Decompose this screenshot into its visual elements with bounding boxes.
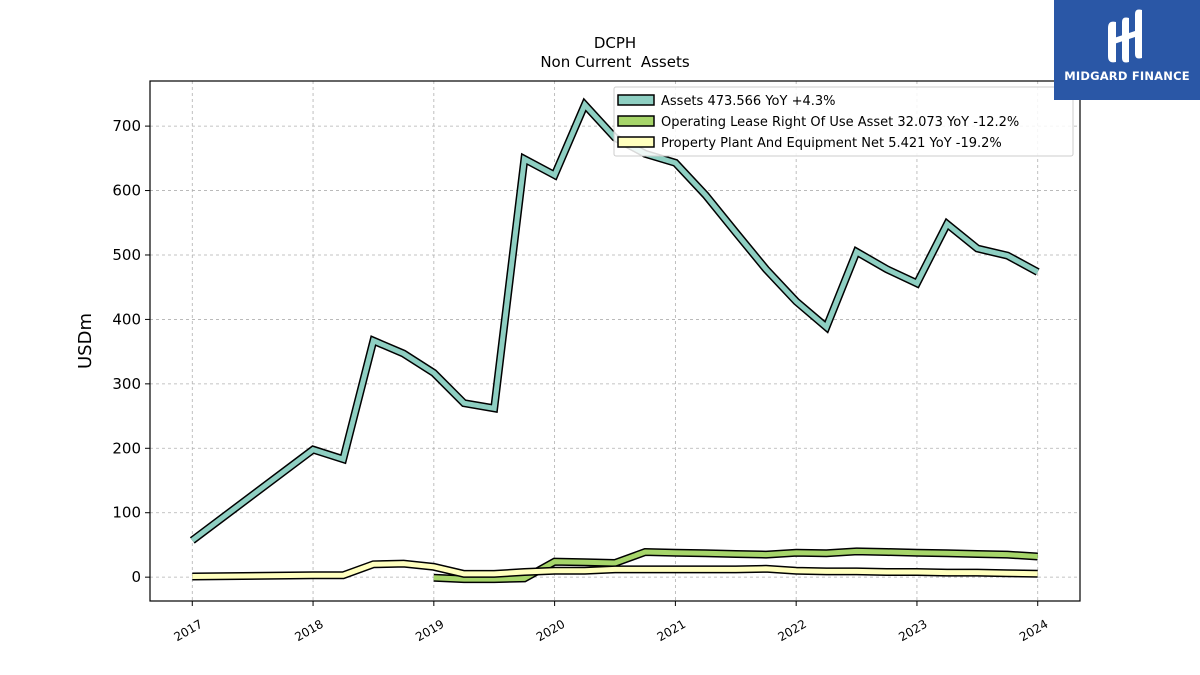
legend-box bbox=[613, 86, 1074, 157]
legend-label: Operating Lease Right Of Use Asset 32.07… bbox=[661, 115, 1019, 130]
y-tick-label: 300 bbox=[112, 375, 141, 393]
x-tick-label: 2022 bbox=[775, 617, 808, 644]
legend-swatch bbox=[617, 115, 655, 127]
midgard-logo-icon bbox=[1108, 9, 1142, 63]
legend-swatch bbox=[617, 94, 655, 106]
legend-swatch bbox=[617, 136, 655, 148]
midgard-finance-logo: MIDGARD FINANCE bbox=[1054, 0, 1200, 100]
x-tick-label: 2018 bbox=[292, 617, 325, 644]
y-tick-label: 500 bbox=[112, 246, 141, 264]
y-axis-label: USDm bbox=[75, 313, 96, 369]
gridlines bbox=[150, 81, 1080, 601]
chart-subtitle: Non Current Assets bbox=[540, 53, 690, 71]
legend-label: Property Plant And Equipment Net 5.421 Y… bbox=[661, 136, 1002, 151]
series-lines bbox=[189, 97, 1040, 584]
x-tick-label: 2017 bbox=[172, 617, 205, 644]
brand-name: MIDGARD FINANCE bbox=[1064, 69, 1190, 83]
series-line-0 bbox=[190, 100, 1039, 543]
y-tick-label: 0 bbox=[131, 568, 141, 586]
y-tick-label: 600 bbox=[112, 182, 141, 200]
y-tick-label: 100 bbox=[112, 504, 141, 522]
x-tick-label: 2019 bbox=[413, 617, 446, 644]
plot-frame bbox=[149, 80, 1081, 602]
legend-label: Assets 473.566 YoY +4.3% bbox=[661, 94, 836, 109]
x-tick-label: 2024 bbox=[1017, 617, 1050, 644]
y-tick-label: 700 bbox=[112, 117, 141, 135]
series-outline-0 bbox=[189, 97, 1040, 544]
legend: Assets 473.566 YoY +4.3% Operating Lease … bbox=[613, 86, 1074, 157]
y-tick-label: 400 bbox=[112, 310, 141, 328]
y-tick-label: 200 bbox=[112, 439, 141, 457]
series-line-2 bbox=[192, 561, 1038, 579]
x-tick-label: 2023 bbox=[896, 617, 929, 644]
chart-title: DCPH bbox=[594, 34, 636, 52]
x-tick-label: 2021 bbox=[655, 617, 688, 644]
x-tick-label: 2020 bbox=[534, 617, 567, 644]
